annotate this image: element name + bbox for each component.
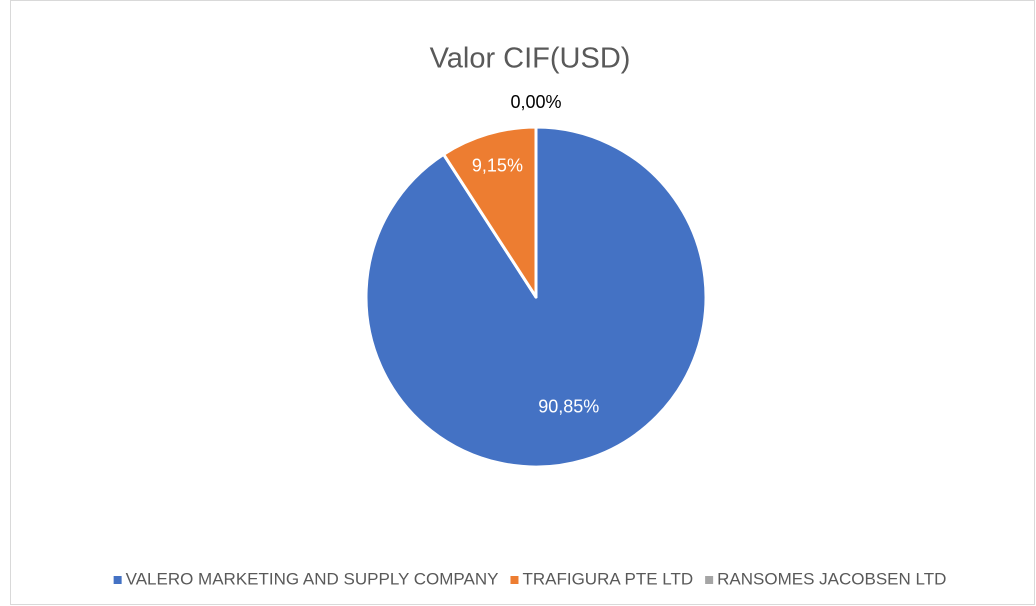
data-label: 90,85% bbox=[538, 397, 599, 417]
chart-title: Valor CIF(USD) bbox=[430, 43, 631, 75]
legend-swatch bbox=[113, 576, 122, 584]
pie-slice bbox=[442, 125, 538, 299]
legend-label: VALERO MARKETING AND SUPPLY COMPANY bbox=[126, 569, 499, 588]
data-label: 9,15% bbox=[472, 155, 523, 175]
legend-swatch bbox=[510, 576, 519, 584]
legend-label: RANSOMES JACOBSEN LTD bbox=[717, 569, 946, 588]
legend-swatch bbox=[705, 576, 714, 584]
data-label: 0,00% bbox=[510, 92, 561, 112]
legend-label: TRAFIGURA PTE LTD bbox=[522, 569, 693, 588]
